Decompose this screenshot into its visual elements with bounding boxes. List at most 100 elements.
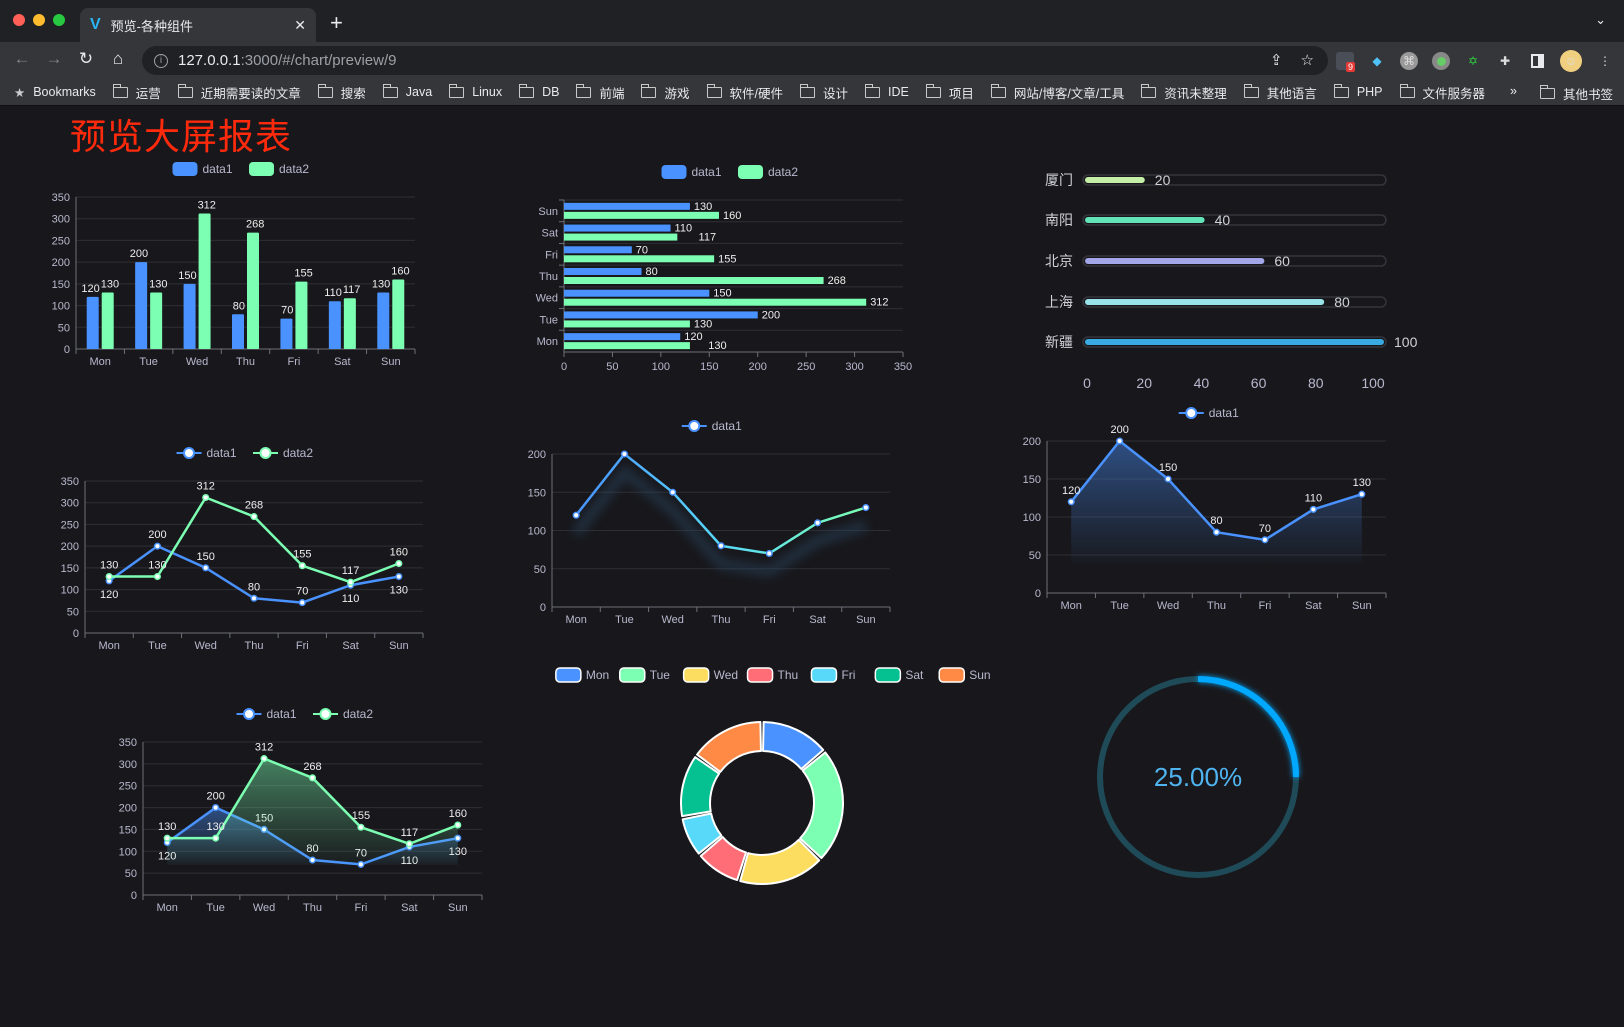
data-point[interactable] (357, 823, 365, 831)
bar-data2[interactable] (564, 298, 867, 306)
bar-data1[interactable] (328, 301, 341, 349)
side-panel-icon[interactable] (1528, 52, 1546, 70)
bar-data1[interactable] (377, 292, 390, 349)
legend-item-data1[interactable]: data1 (176, 446, 237, 460)
data-point[interactable] (395, 572, 403, 581)
bar-data2[interactable] (150, 292, 163, 349)
legend-item-data1[interactable]: data1 (236, 707, 297, 721)
address-bar[interactable]: i 127.0.0.1:3000/#/chart/preview/9 ⇪ ☆ (142, 46, 1328, 75)
data-point[interactable] (620, 450, 628, 458)
bookmark-folder[interactable]: Java (382, 83, 432, 99)
data-point[interactable] (105, 572, 113, 581)
progress-fill[interactable] (1085, 299, 1325, 305)
bar-data1[interactable] (86, 296, 99, 349)
bar-data1[interactable] (564, 311, 758, 319)
bar-data1[interactable] (564, 246, 632, 254)
data-point[interactable] (454, 821, 462, 829)
diamond-extension-icon[interactable]: ◆ (1372, 54, 1382, 68)
donut-slice-fri[interactable] (681, 812, 723, 855)
bookmark-folder[interactable]: 近期需要读的文章 (177, 83, 301, 102)
command-extension-icon[interactable]: ⌘ (1400, 52, 1418, 70)
data-point[interactable] (298, 562, 306, 570)
data-point[interactable] (153, 572, 161, 581)
bookmark-folder[interactable]: 资讯未整理 (1141, 83, 1227, 102)
bar-data2[interactable] (198, 213, 211, 349)
data-point[interactable] (260, 755, 268, 763)
bookmark-folder[interactable]: IDE (865, 83, 909, 99)
reload-button[interactable]: ↻ (78, 49, 94, 68)
bookmark-folder[interactable]: 设计 (799, 83, 848, 102)
back-button[interactable]: ← (13, 49, 31, 68)
legend-item-sat[interactable]: Sat (874, 667, 924, 683)
bar-data1[interactable] (564, 202, 690, 210)
data-point[interactable] (308, 774, 317, 782)
bookmark-folder[interactable]: 运营 (112, 83, 161, 102)
data-point[interactable] (765, 549, 773, 558)
data-point[interactable] (250, 594, 258, 602)
donut-slice-sat[interactable] (680, 756, 721, 818)
legend-item-data2[interactable]: data2 (313, 707, 373, 721)
bar-data2[interactable] (564, 277, 824, 284)
progress-fill[interactable] (1085, 217, 1205, 223)
data-point[interactable] (1116, 437, 1124, 445)
legend-item-data1[interactable]: data1 (172, 162, 233, 176)
bookmark-folder[interactable]: PHP (1333, 83, 1383, 99)
bar-data2[interactable] (247, 232, 259, 349)
data-point[interactable] (405, 840, 413, 848)
data-point[interactable] (572, 511, 580, 519)
data-point[interactable] (202, 493, 210, 502)
data-point[interactable] (814, 519, 822, 527)
data-point[interactable] (250, 513, 258, 521)
progress-fill[interactable] (1085, 339, 1384, 345)
data-point[interactable] (1164, 475, 1172, 483)
bar-data2[interactable] (564, 233, 678, 241)
close-window-button[interactable] (13, 14, 25, 26)
data-point[interactable] (347, 578, 355, 586)
legend-item-sun[interactable]: Sun (938, 667, 991, 683)
data-point[interactable] (202, 564, 210, 572)
data-point[interactable] (395, 559, 403, 568)
bookmark-folder[interactable]: 项目 (925, 83, 974, 102)
legend-item-data1[interactable]: data1 (681, 419, 742, 433)
bookmark-folder[interactable]: Linux (449, 83, 502, 99)
data-point[interactable] (669, 488, 677, 496)
bar-data2[interactable] (564, 211, 719, 219)
profile-avatar[interactable]: ☺ (1560, 50, 1582, 72)
legend-item-data2[interactable]: data2 (249, 162, 309, 176)
maximize-window-button[interactable] (53, 14, 65, 26)
bar-data1[interactable] (564, 289, 710, 297)
bookmark-folder[interactable]: 前端 (576, 83, 624, 102)
browser-tab[interactable]: V 预览-各种组件 ✕ (80, 8, 316, 42)
data-point[interactable] (163, 834, 171, 842)
legend-item-fri[interactable]: Fri (810, 667, 855, 683)
bar-data1[interactable] (280, 318, 293, 349)
bookmark-star-icon[interactable]: ☆ (1300, 52, 1314, 69)
tab-search-chevron-icon[interactable]: ⌄ (1595, 12, 1606, 27)
donut-slice-sun[interactable] (696, 721, 762, 773)
data-point[interactable] (1261, 536, 1269, 544)
donut-slice-tue[interactable] (799, 751, 844, 860)
progress-fill[interactable] (1085, 258, 1265, 264)
bar-data1[interactable] (183, 283, 196, 349)
bookmarks-overflow-button[interactable]: » (1510, 84, 1517, 98)
legend-item-data1[interactable]: data1 (1178, 406, 1239, 420)
circle-extension-icon[interactable] (1432, 52, 1450, 70)
data-point[interactable] (212, 804, 220, 812)
bookmark-folder[interactable]: 文件服务器 (1399, 83, 1485, 102)
share-icon[interactable]: ⇪ (1269, 52, 1283, 69)
bar-data1[interactable] (135, 262, 148, 349)
data-point[interactable] (298, 599, 306, 607)
bar-data2[interactable] (392, 279, 405, 349)
bar-data1[interactable] (564, 268, 642, 275)
data-point[interactable] (717, 542, 725, 550)
data-point[interactable] (1358, 490, 1366, 498)
minimize-window-button[interactable] (33, 14, 45, 26)
legend-item-thu[interactable]: Thu (746, 667, 799, 683)
bookmark-folder[interactable]: 软件/硬件 (706, 83, 783, 102)
bar-data2[interactable] (295, 281, 308, 349)
bookmark-folder[interactable]: 搜索 (317, 83, 366, 102)
menu-kebab-icon[interactable]: ⋮ (1599, 54, 1611, 68)
donut-slice-mon[interactable] (762, 721, 825, 770)
new-tab-button[interactable]: + (330, 10, 343, 35)
extensions-puzzle-icon[interactable]: ✚ (1499, 54, 1511, 68)
